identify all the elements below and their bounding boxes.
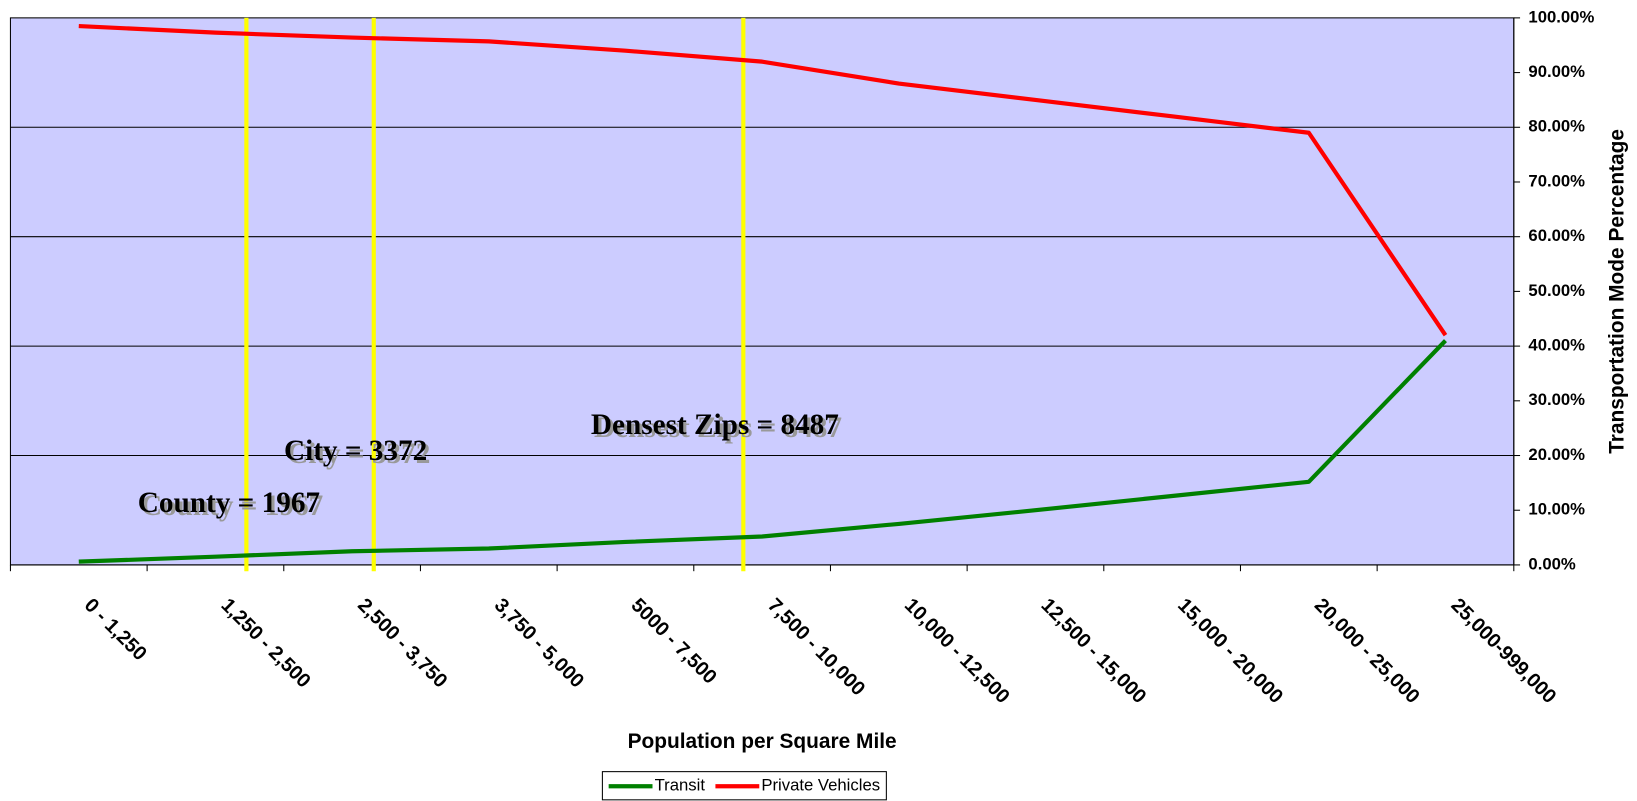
annotation: County = 1967 [138,487,320,519]
x-tick-label: 20,000 - 25,000 [1310,594,1424,708]
y-tick-label: 70.00% [1528,171,1585,190]
annotation-shadow: Densest Zips = 8487 [594,412,842,444]
y-tick-label: 50.00% [1528,281,1585,300]
y-tick-label: 90.00% [1528,62,1585,81]
x-tick-label: 5000 - 7,500 [627,594,721,688]
y-tick-label: 60.00% [1528,226,1585,245]
x-tick-label: 15,000 - 20,000 [1173,594,1287,708]
x-tick-label: 25,000-999,000 [1447,594,1561,708]
series-line [78,23,1448,337]
y-tick-label: 30.00% [1528,390,1585,409]
x-tick-label: 2,500 - 3,750 [353,594,451,692]
plot-area [9,17,1515,566]
annotation: City = 3372 [284,435,427,467]
legend-label: Private Vehicles [761,776,880,795]
series-line [78,339,1447,564]
legend-label: Transit [655,776,706,795]
x-axis-title: Population per Square Mile [628,730,897,753]
x-tick-label: 0 - 1,250 [80,594,151,665]
annotation-shadow: City = 3372 [287,438,430,470]
y-tick-label: 20.00% [1528,445,1585,464]
y-tick-label: 0.00% [1528,554,1575,573]
y-tick-label: 80.00% [1528,117,1585,136]
y-axis-title: Transportation Mode Percentage [1606,129,1629,454]
x-tick-label: 12,500 - 15,000 [1037,594,1151,708]
x-tick-label: 7,500 - 10,000 [763,594,869,700]
y-tick-label: 40.00% [1528,336,1585,355]
legend: Transit Private Vehicles [601,771,887,801]
x-tick-label: 3,750 - 5,000 [490,594,588,692]
annotation-shadow: County = 1967 [141,490,323,522]
x-tick-label: 1,250 - 2,500 [217,594,315,692]
annotation: Densest Zips = 8487 [591,409,839,441]
x-tick-label: 10,000 - 12,500 [900,594,1014,708]
y-tick-label: 100.00% [1528,7,1594,26]
y-tick-label: 10.00% [1528,500,1585,519]
